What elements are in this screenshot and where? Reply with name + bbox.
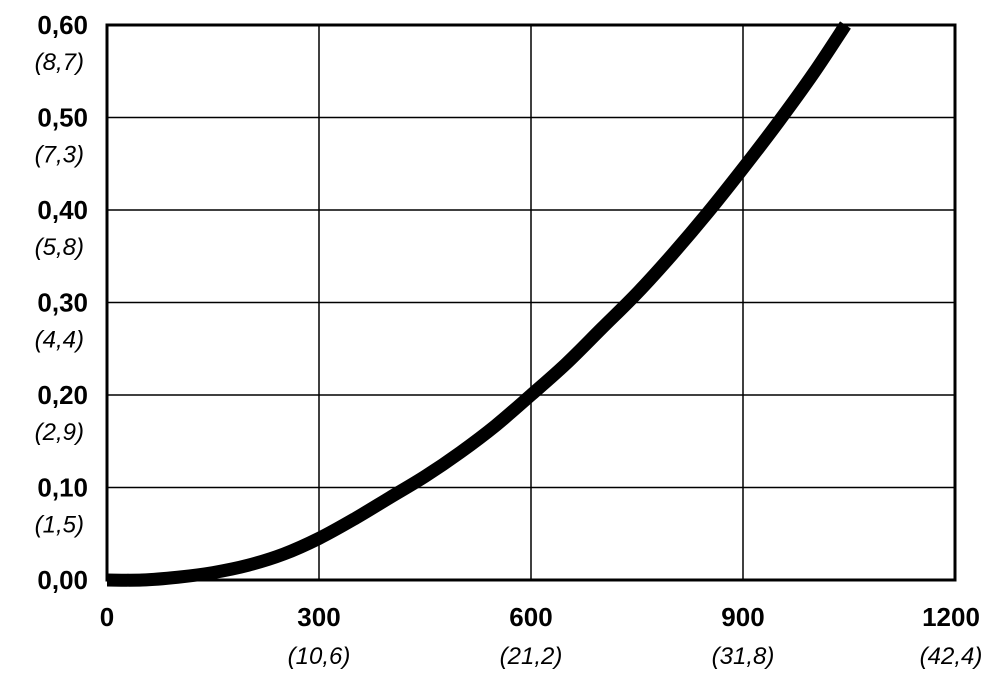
y-axis-ticks: 0,00 0,10 (1,5) 0,20 (2,9) 0,30 (4,4) 0,40 (5,8)… — [35, 10, 88, 595]
y-tick-label: 0,60 — [37, 10, 88, 40]
x-tick-label: 900 — [721, 602, 764, 632]
series-layer — [106, 21, 851, 587]
y-tick-label: 0,30 — [37, 288, 88, 318]
y-tick-sublabel: (1,5) — [35, 512, 84, 539]
y-tick-label: 0,20 — [37, 380, 88, 410]
series-line — [106, 21, 851, 587]
x-tick-sublabel: (10,6) — [288, 643, 351, 670]
x-tick-label: 600 — [509, 602, 552, 632]
y-tick-label: 0,50 — [37, 103, 88, 133]
x-tick-sublabel: (31,8) — [712, 643, 775, 670]
y-tick-label: 0,40 — [37, 195, 88, 225]
y-tick-sublabel: (8,7) — [35, 49, 84, 76]
y-tick-sublabel: (7,3) — [35, 142, 84, 169]
y-tick-label: 0,00 — [37, 565, 88, 595]
y-tick-sublabel: (5,8) — [35, 234, 84, 261]
x-tick-label: 0 — [100, 602, 114, 632]
grid — [107, 25, 955, 580]
x-tick-label: 1200 — [922, 602, 980, 632]
y-tick-sublabel: (4,4) — [35, 327, 84, 354]
x-tick-sublabel: (21,2) — [500, 643, 563, 670]
x-axis-ticks: 0 300 (10,6) 600 (21,2) 900 (31,8) 1200 (42,4) — [100, 602, 983, 670]
x-tick-label: 300 — [297, 602, 340, 632]
plot-frame — [105, 23, 957, 582]
x-tick-sublabel: (42,4) — [920, 643, 983, 670]
y-tick-sublabel: (2,9) — [35, 419, 84, 446]
y-tick-label: 0,10 — [37, 473, 88, 503]
